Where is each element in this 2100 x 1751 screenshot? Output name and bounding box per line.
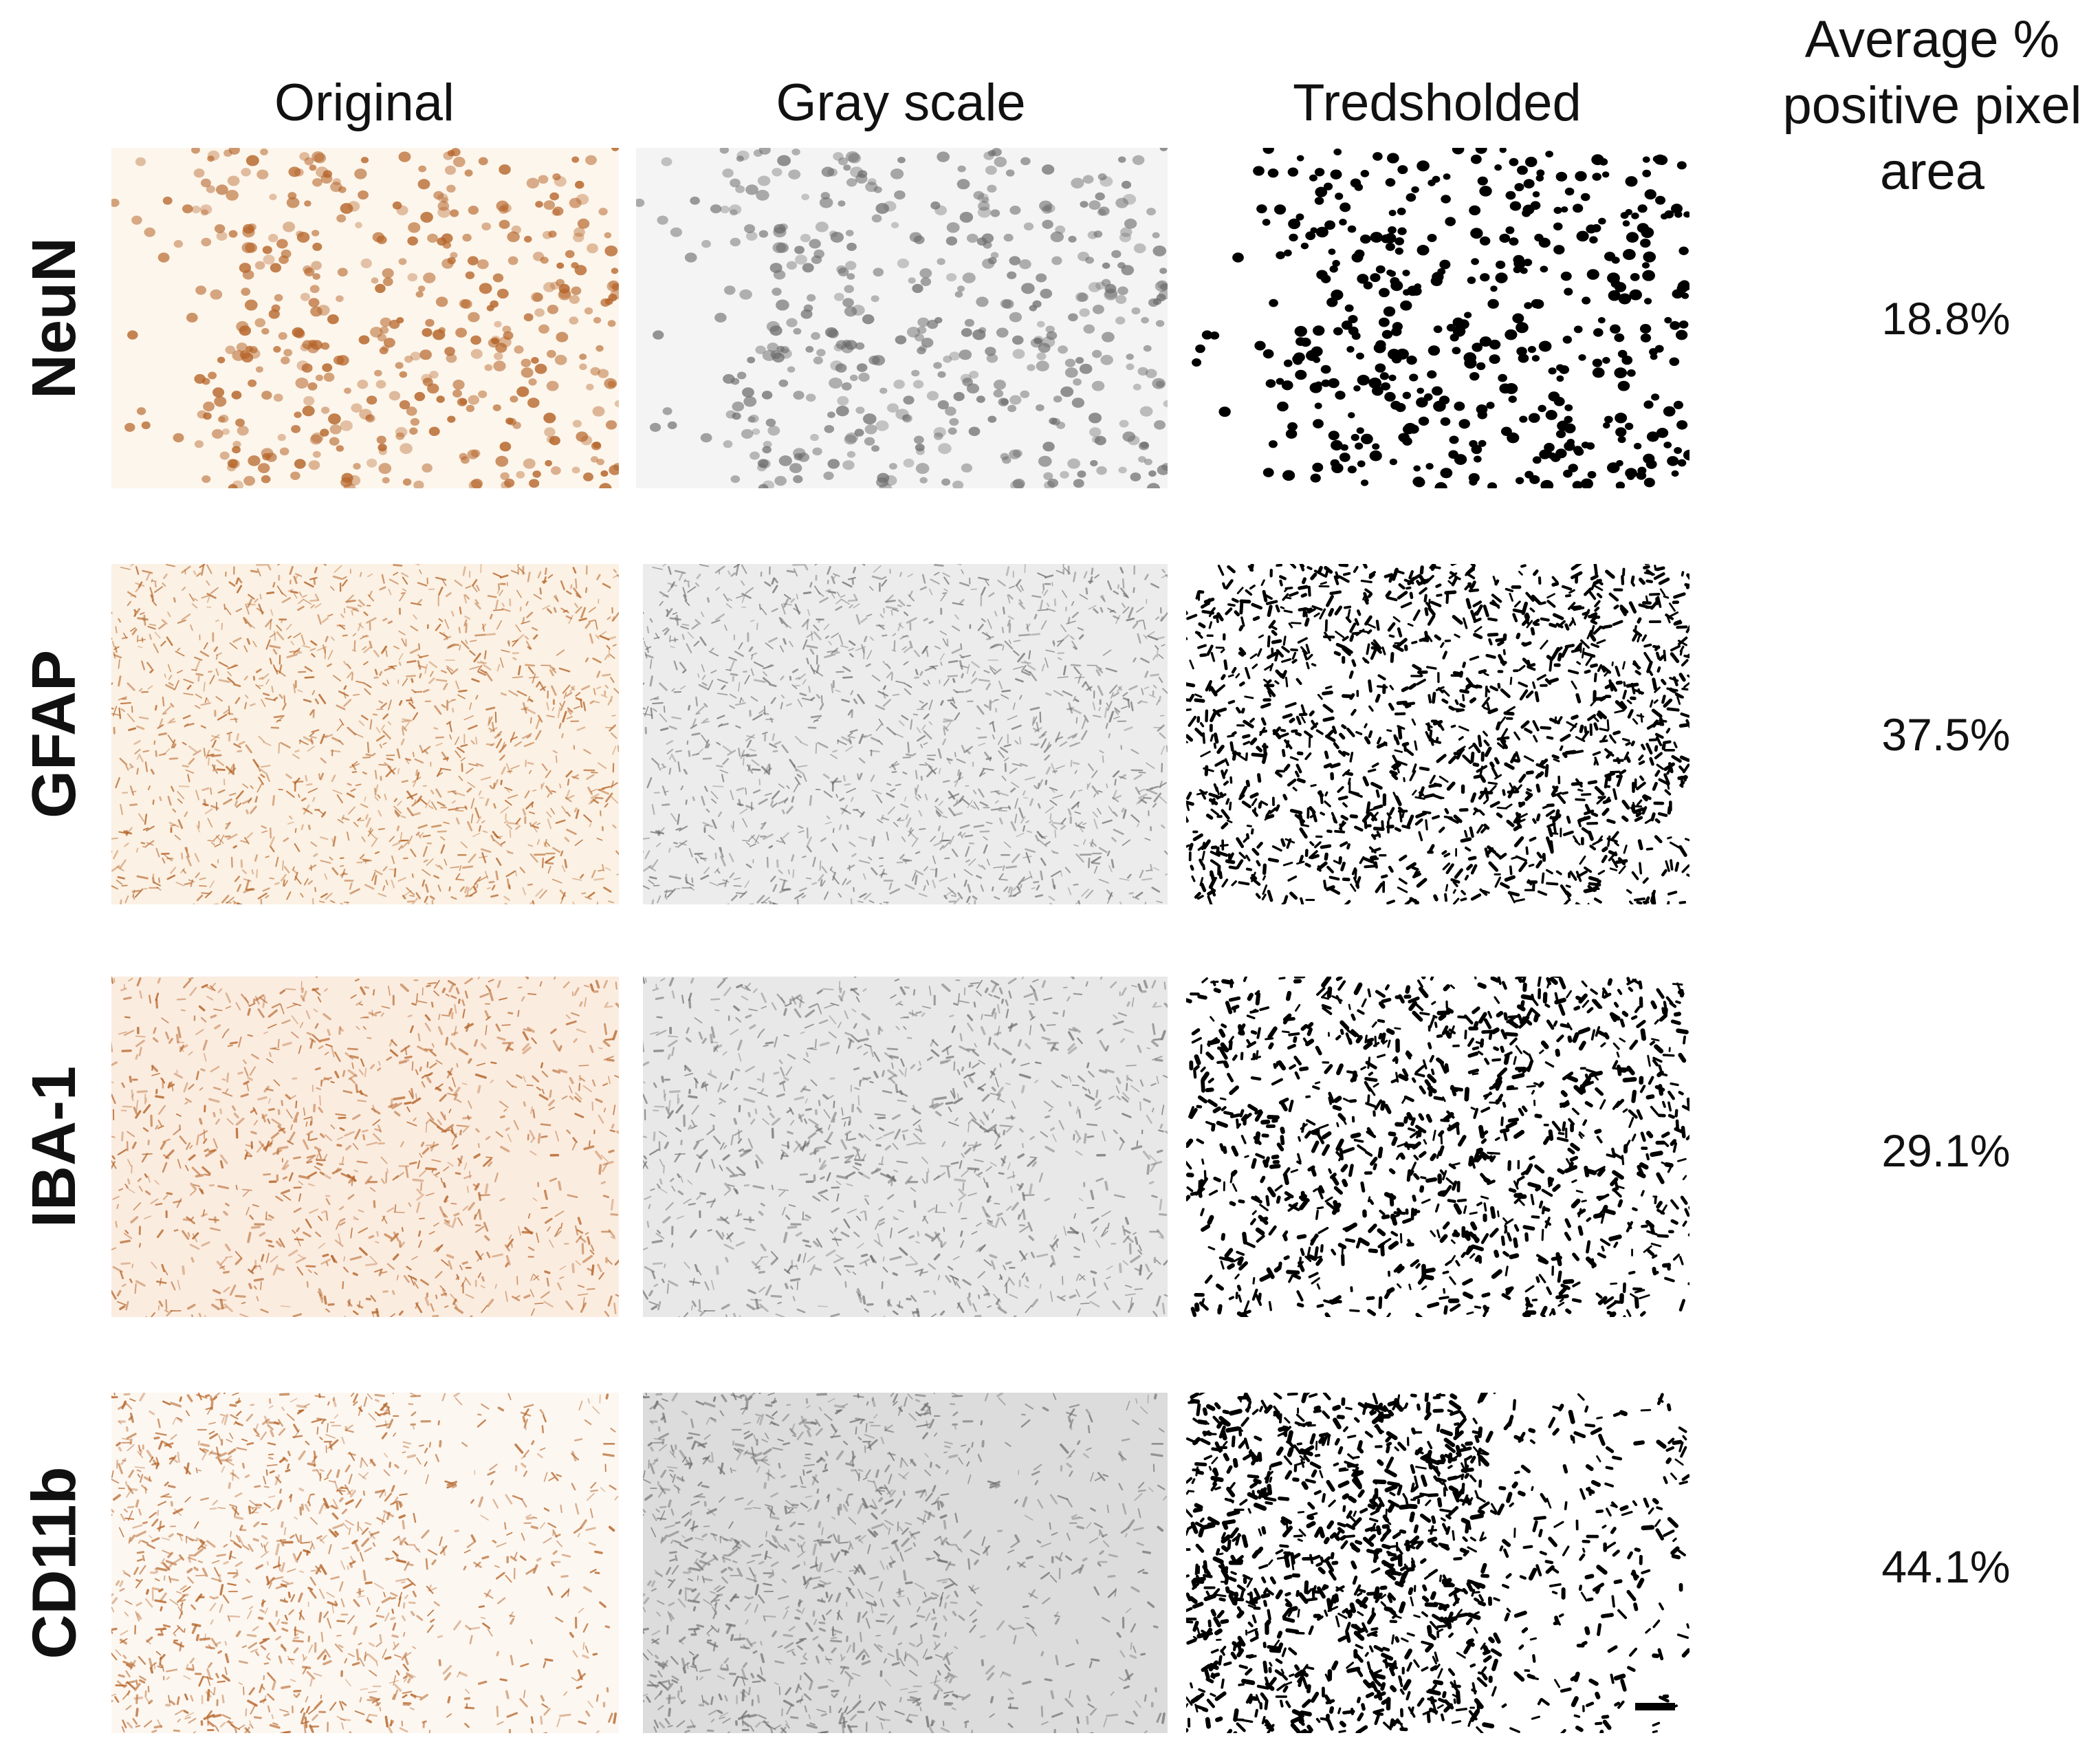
micrograph-texture [111,564,619,904]
scale-bar [1635,1703,1675,1710]
micrograph-texture [1186,564,1689,904]
neun-thresholded-image [1186,148,1689,488]
column-header-gray-scale: Gray scale [776,74,1026,132]
metric-header-line-1: Average % [1804,10,2060,69]
neun-percent-value: 18.8% [1881,293,2011,344]
metric-header: Average % positive pixel area [1760,7,2100,205]
micrograph-texture [1186,148,1689,488]
cd11b-original-image [111,1393,619,1733]
gfap-original-image [111,564,619,904]
cd11b-thresholded-image [1186,1393,1689,1733]
micrograph-texture [1186,977,1689,1317]
neun-original-image [111,148,619,488]
row-label-neun: NeuN [20,237,89,400]
gfap-gray-scale-image [643,564,1168,904]
gfap-percent-value: 37.5% [1881,709,2011,760]
iba-1-gray-scale-image [643,977,1168,1317]
cd11b-gray-scale-image [643,1393,1168,1733]
column-header-original: Original [274,74,455,132]
micrograph-texture [643,1393,1168,1733]
row-label-cd11b: CD11b [20,1466,89,1660]
micrograph-texture [643,564,1168,904]
micrograph-texture [111,148,619,488]
micrograph-texture [1186,1393,1689,1733]
row-label-iba-1: IBA-1 [20,1065,89,1228]
column-header-thresholded: Tredsholded [1293,74,1582,132]
row-label-gfap: GFAP [20,649,89,819]
micrograph-texture [643,977,1168,1317]
iba-1-thresholded-image [1186,977,1689,1317]
iba-1-original-image [111,977,619,1317]
cd11b-percent-value: 44.1% [1881,1541,2011,1592]
neun-gray-scale-image [636,148,1168,488]
gfap-thresholded-image [1186,564,1689,904]
micrograph-texture [111,1393,619,1733]
metric-header-line-2: positive pixel [1782,76,2082,135]
iba-1-percent-value: 29.1% [1881,1125,2011,1176]
metric-header-line-3: area [1879,142,1985,201]
micrograph-texture [636,148,1168,488]
micrograph-texture [111,977,619,1317]
